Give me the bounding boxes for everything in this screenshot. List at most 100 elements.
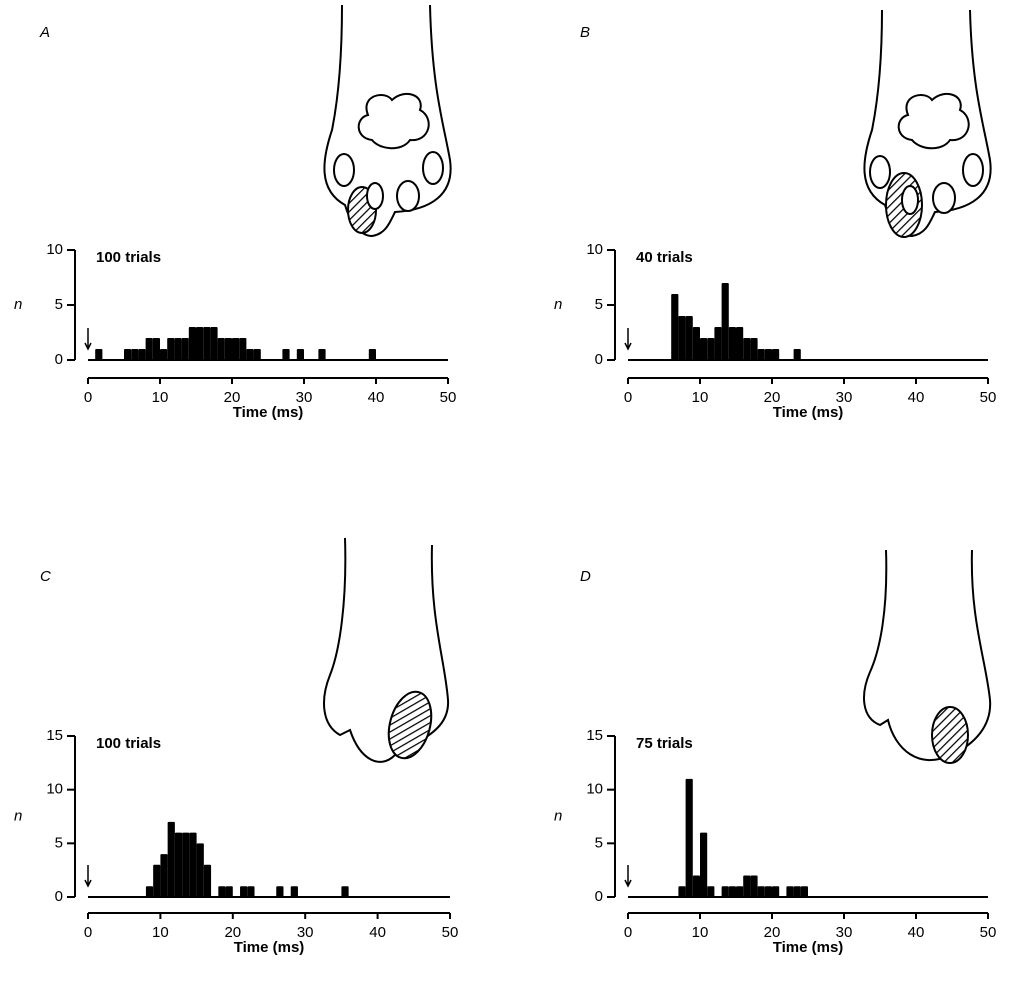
bar [743,875,751,897]
bar [247,886,255,897]
y-axis-label: n [14,807,22,824]
x-tick-label: 20 [224,924,241,941]
bar [736,886,744,897]
bar [685,778,693,897]
bar [793,886,801,897]
bar [181,338,189,360]
y-tick-label: 5 [595,834,603,851]
bar [678,316,686,360]
x-tick-label: 40 [908,389,925,406]
bar [800,886,808,897]
bar [253,349,261,360]
bar [218,886,226,897]
x-tick-label: 50 [440,389,457,406]
bar [721,886,729,897]
bar [145,338,153,360]
annotation: 40 trials [636,249,693,266]
paw-drawing-a [323,4,452,238]
bar [160,854,168,897]
y-tick-label: 15 [46,727,63,744]
y-tick-label: 15 [586,727,603,744]
y-tick-label: 0 [595,351,603,368]
x-axis-label: Time (ms) [773,404,844,421]
panel-label: C [40,568,51,585]
bar [764,349,772,360]
bar [707,338,715,360]
bar [678,886,686,897]
stimulus-arrow [624,328,632,351]
y-tick-label: 0 [55,351,63,368]
bar [160,349,168,360]
annotation: 100 trials [96,249,161,266]
bar [772,886,780,897]
x-tick-label: 0 [84,389,92,406]
paw-drawing-d [863,549,992,764]
bar [793,349,801,360]
panel-label: D [580,568,591,585]
bar [728,886,736,897]
bar [217,338,225,360]
x-tick-label: 20 [224,389,241,406]
bar [276,886,284,897]
bar [368,349,376,360]
paw-drawing-c [323,537,450,763]
y-tick-label: 5 [55,296,63,313]
bar [153,864,161,897]
x-axis-label: Time (ms) [233,404,304,421]
bar [124,349,132,360]
bar [692,327,700,360]
bar [131,349,139,360]
bar [239,338,247,360]
y-tick-label: 10 [46,241,63,258]
y-tick-label: 10 [586,241,603,258]
bar [189,832,197,897]
bar [224,338,232,360]
bar [341,886,349,897]
bar [167,338,175,360]
x-tick-label: 20 [764,924,781,941]
panel-label: A [39,24,50,41]
bar [196,327,204,360]
bar [700,338,708,360]
bar [145,886,154,897]
bar [757,349,765,360]
bar [225,886,233,897]
x-axis-label: Time (ms) [234,939,305,956]
x-tick-label: 0 [624,924,632,941]
bar [764,886,772,897]
bar [246,349,254,360]
y-tick-label: 10 [586,781,603,798]
bar [728,327,736,360]
x-tick-label: 30 [836,924,853,941]
x-axis-label: Time (ms) [773,939,844,956]
bar [203,327,211,360]
bar [671,294,679,360]
x-tick-label: 40 [369,924,386,941]
bar [196,843,204,897]
x-tick-label: 50 [442,924,459,941]
paw-drawing-b [863,9,992,238]
x-tick-label: 0 [624,389,632,406]
y-tick-label: 0 [595,888,603,905]
x-tick-label: 30 [836,389,853,406]
x-tick-label: 10 [152,924,169,941]
x-tick-label: 50 [980,924,997,941]
annotation: 100 trials [96,735,161,752]
y-tick-label: 10 [46,781,63,798]
bar [318,349,326,360]
bar [210,327,218,360]
x-tick-label: 50 [980,389,997,406]
bar [282,349,290,360]
bar [786,886,794,897]
bar [721,283,729,360]
bar [138,349,146,360]
bar [685,316,693,360]
bar [232,338,240,360]
y-axis-label: n [554,296,562,313]
y-tick-label: 0 [55,888,63,905]
y-axis-label: n [14,296,22,313]
annotation: 75 trials [636,735,693,752]
y-tick-label: 5 [595,296,603,313]
bar [700,832,708,897]
